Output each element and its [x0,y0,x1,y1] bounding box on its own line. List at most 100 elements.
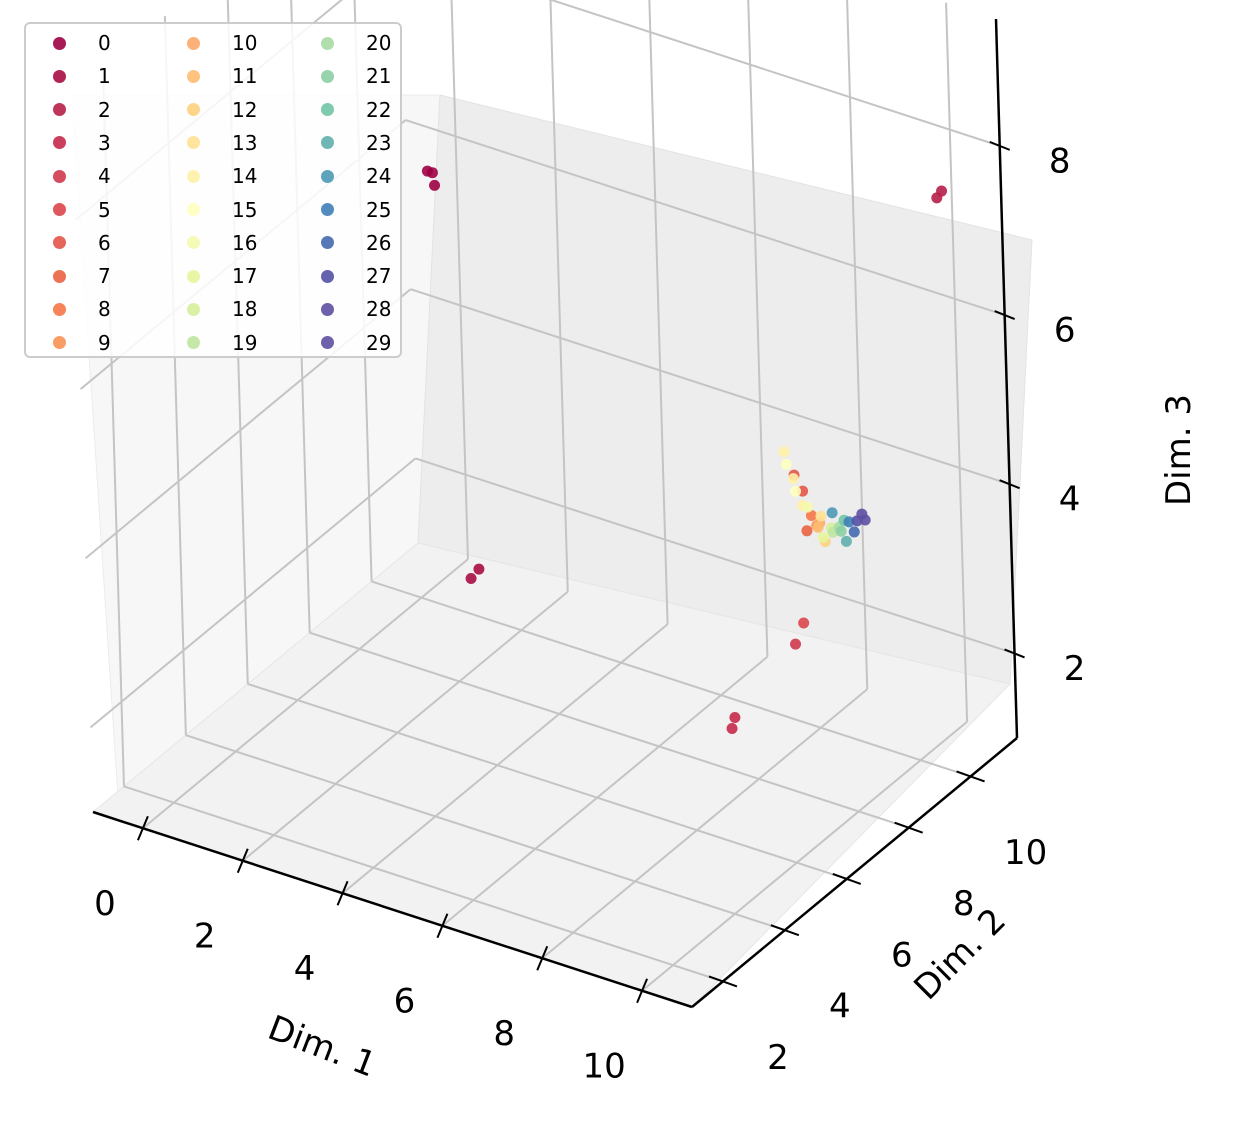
x-tick-label: 8 [493,1014,515,1054]
x-tick-mark [636,978,649,1004]
y-tick-mark [894,821,924,834]
legend-item-0: 0 [53,28,111,58]
legend-label: 16 [232,230,258,255]
y-tick-label: 2 [767,1038,789,1078]
legend-label: 15 [232,197,258,222]
legend-label: 26 [366,230,392,255]
legend-item-18: 18 [187,294,257,324]
gridline-x-floor [641,720,968,992]
data-point-3 [729,711,741,723]
data-point-25 [843,516,855,528]
legend-marker [321,203,334,216]
data-point-0 [426,167,438,179]
legend-label: 6 [98,230,111,255]
gridline-z-back [405,119,1005,317]
legend-marker [321,302,334,316]
gridline-x-floor [242,590,569,862]
y-tick-label: 6 [891,935,913,975]
legend-item-25: 25 [321,195,391,225]
legend-marker [187,136,200,150]
legend-label: 0 [98,31,111,55]
legend-item-16: 16 [187,228,257,258]
legend-marker [187,103,200,117]
legend-item-23: 23 [321,128,391,158]
data-point-7 [801,525,813,537]
legend-marker [187,336,200,350]
legend-item-9: 9 [53,328,111,358]
legend-marker [187,236,200,250]
legend-label: 28 [366,297,392,322]
legend-label: 20 [366,31,392,55]
legend-marker [53,69,66,83]
legend-label: 9 [98,330,111,355]
legend-label: 12 [232,97,258,122]
z-tick-mark [989,140,1011,151]
data-point-2 [936,185,948,197]
y-tick-label: 8 [953,884,975,924]
legend-marker [321,136,334,150]
legend-marker [53,36,66,50]
gridline-x-back [549,0,569,592]
data-point-26 [848,526,860,538]
legend-item-1: 1 [53,61,111,91]
legend-marker [321,336,334,350]
data-point-8 [805,510,817,522]
gridline-x-back [648,0,669,625]
z-tick-mark [999,479,1020,490]
legend-label: 10 [232,31,258,55]
gridline-x-floor [341,623,669,895]
legend-item-5: 5 [53,195,111,225]
legend-marker [53,103,66,117]
legend-marker [53,203,66,216]
legend-item-7: 7 [53,261,111,291]
legend-marker [53,136,66,150]
legend: 0 1 2 3 4 5 6 7 8 9 10 11 12 13 14 15 16 17 18 19 20 21 22 23 24… [24,22,402,358]
z-axis-label: Dim. 3 [1159,394,1199,506]
y-tick-label: 4 [829,987,851,1027]
legend-item-19: 19 [187,328,257,358]
legend-marker [187,36,200,50]
y-tick-mark [770,924,800,937]
legend-marker [321,103,334,117]
legend-marker [321,36,334,50]
legend-marker [53,302,66,316]
data-point-15 [790,485,802,497]
gridline-z-left [89,457,417,729]
gridline-x-back [945,2,969,722]
gridline-y-floor [371,580,971,778]
legend-marker [53,336,66,350]
gridline-y-floor [309,631,909,829]
z-tick-mark [994,310,1016,320]
legend-marker [187,203,200,216]
z-tick-label: 4 [1059,480,1081,520]
x-tick-label: 2 [194,916,216,956]
z-tick-label: 2 [1064,649,1086,689]
legend-marker [187,69,200,83]
legend-label: 4 [98,164,111,189]
gridline-x-back [747,0,769,657]
legend-item-10: 10 [187,28,257,58]
data-point-11 [812,521,824,533]
z-tick-label: 8 [1049,141,1071,181]
data-point-14 [778,446,790,458]
data-point-15 [780,458,792,470]
data-point-14 [787,473,799,485]
x-tick-label: 0 [94,884,116,924]
data-points [421,165,948,734]
legend-marker [187,169,200,183]
legend-label: 29 [366,330,392,355]
y-tick-mark [956,770,985,783]
data-point-21 [835,525,847,537]
x-tick-mark [436,913,449,939]
data-point-3 [726,722,738,734]
legend-label: 18 [232,297,258,322]
legend-label: 14 [232,164,258,189]
gridline-y-floor [247,682,848,880]
legend-marker [53,169,66,183]
legend-label: 7 [98,264,111,289]
x-tick-label: 10 [582,1046,625,1086]
legend-label: 8 [98,297,111,322]
legend-item-17: 17 [187,261,257,291]
